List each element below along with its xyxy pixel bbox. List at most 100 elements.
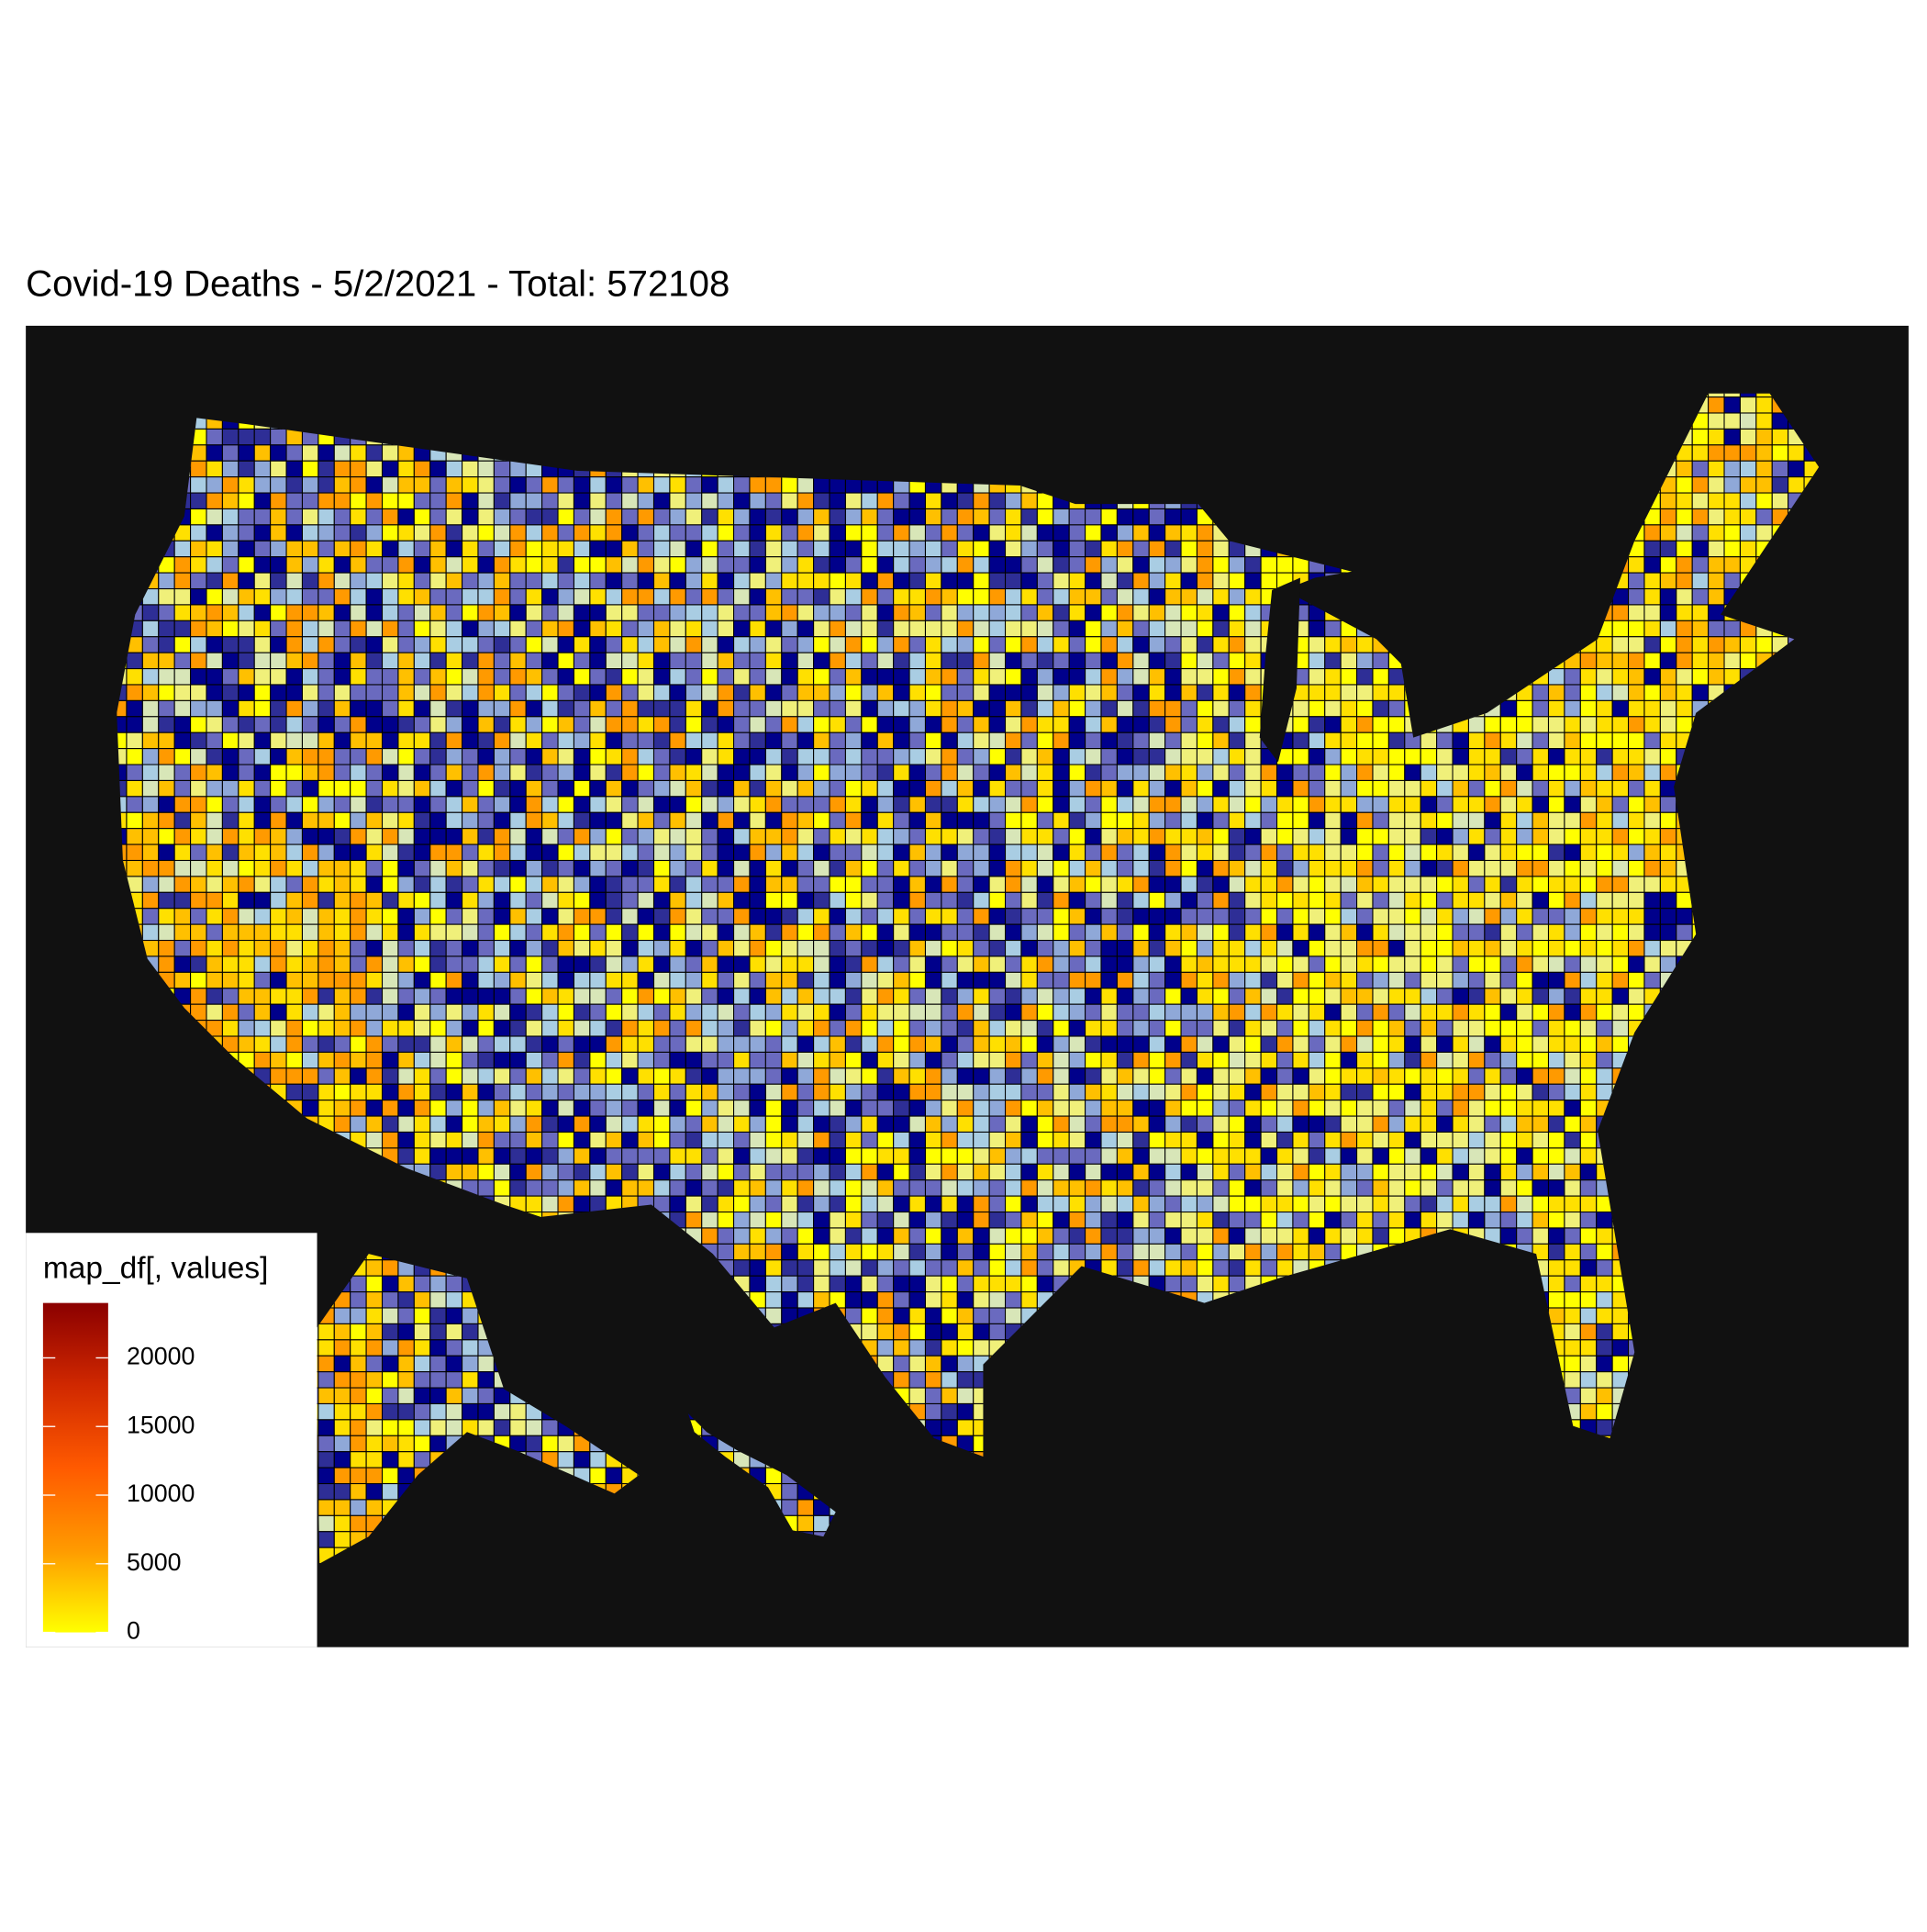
county — [796, 604, 815, 621]
county — [1196, 971, 1214, 989]
county — [413, 828, 431, 845]
county — [493, 988, 511, 1005]
county — [1436, 876, 1454, 893]
county — [1340, 636, 1358, 653]
county — [270, 620, 287, 638]
county — [796, 716, 815, 733]
county — [1180, 923, 1197, 942]
county — [350, 508, 367, 526]
county — [1611, 988, 1630, 1005]
county — [397, 604, 415, 621]
county — [557, 828, 574, 845]
county — [1085, 587, 1102, 606]
county — [861, 636, 878, 653]
county — [1100, 587, 1118, 606]
county — [557, 811, 574, 830]
county — [956, 1051, 975, 1069]
county — [1100, 1035, 1118, 1053]
county — [1053, 1035, 1070, 1053]
county — [637, 796, 655, 813]
county — [477, 636, 495, 653]
county — [637, 1083, 655, 1101]
county — [733, 540, 751, 558]
county — [1356, 731, 1374, 750]
county — [1020, 716, 1038, 733]
county — [509, 476, 527, 494]
county — [1420, 955, 1438, 973]
county — [988, 572, 1007, 590]
county — [764, 636, 783, 653]
county — [1020, 891, 1038, 910]
county — [509, 540, 527, 558]
county — [589, 859, 607, 877]
county — [1611, 764, 1630, 781]
county — [462, 587, 479, 606]
county — [270, 524, 287, 542]
county — [221, 668, 239, 686]
county — [1085, 1003, 1102, 1022]
county — [221, 971, 239, 989]
county — [429, 508, 447, 526]
county — [206, 828, 223, 845]
county — [1611, 636, 1630, 653]
county — [637, 1100, 655, 1117]
county — [1005, 572, 1022, 590]
county — [413, 572, 431, 590]
county — [813, 1067, 830, 1085]
county — [1739, 460, 1757, 478]
county — [796, 652, 815, 670]
county — [1244, 684, 1262, 701]
county — [413, 476, 431, 494]
county — [813, 779, 830, 798]
county — [637, 476, 655, 494]
county — [333, 668, 351, 686]
county — [1244, 556, 1262, 574]
county — [1053, 988, 1070, 1005]
county — [573, 876, 591, 893]
county — [445, 652, 463, 670]
county — [350, 748, 367, 765]
county — [829, 716, 846, 733]
county — [317, 876, 335, 893]
county — [924, 556, 942, 574]
county — [685, 1100, 703, 1117]
county — [1628, 572, 1645, 590]
county — [1260, 556, 1278, 574]
county — [813, 699, 830, 718]
county — [973, 540, 990, 558]
county — [861, 572, 878, 590]
county — [1356, 1035, 1374, 1053]
county — [509, 988, 527, 1005]
county — [493, 764, 511, 781]
county — [462, 636, 479, 653]
county — [1739, 540, 1757, 558]
county — [1739, 476, 1757, 494]
county — [333, 572, 351, 590]
county — [908, 556, 927, 574]
county — [813, 1035, 830, 1053]
county — [781, 843, 798, 862]
county — [1628, 636, 1645, 653]
county — [605, 684, 623, 701]
county — [365, 492, 384, 509]
county — [1467, 779, 1486, 798]
county — [764, 508, 783, 526]
county — [238, 460, 255, 478]
county — [1053, 508, 1070, 526]
county — [493, 684, 511, 701]
county — [1085, 796, 1102, 813]
county — [365, 716, 384, 733]
county — [477, 1067, 495, 1085]
county — [1467, 811, 1486, 830]
county — [206, 971, 223, 989]
county — [1691, 620, 1710, 638]
county — [717, 636, 735, 653]
county — [733, 796, 751, 813]
county — [333, 988, 351, 1005]
county — [1643, 731, 1661, 750]
county — [652, 684, 671, 701]
county — [525, 716, 543, 733]
county — [1564, 859, 1581, 877]
county — [573, 1083, 591, 1101]
county — [1420, 843, 1438, 862]
